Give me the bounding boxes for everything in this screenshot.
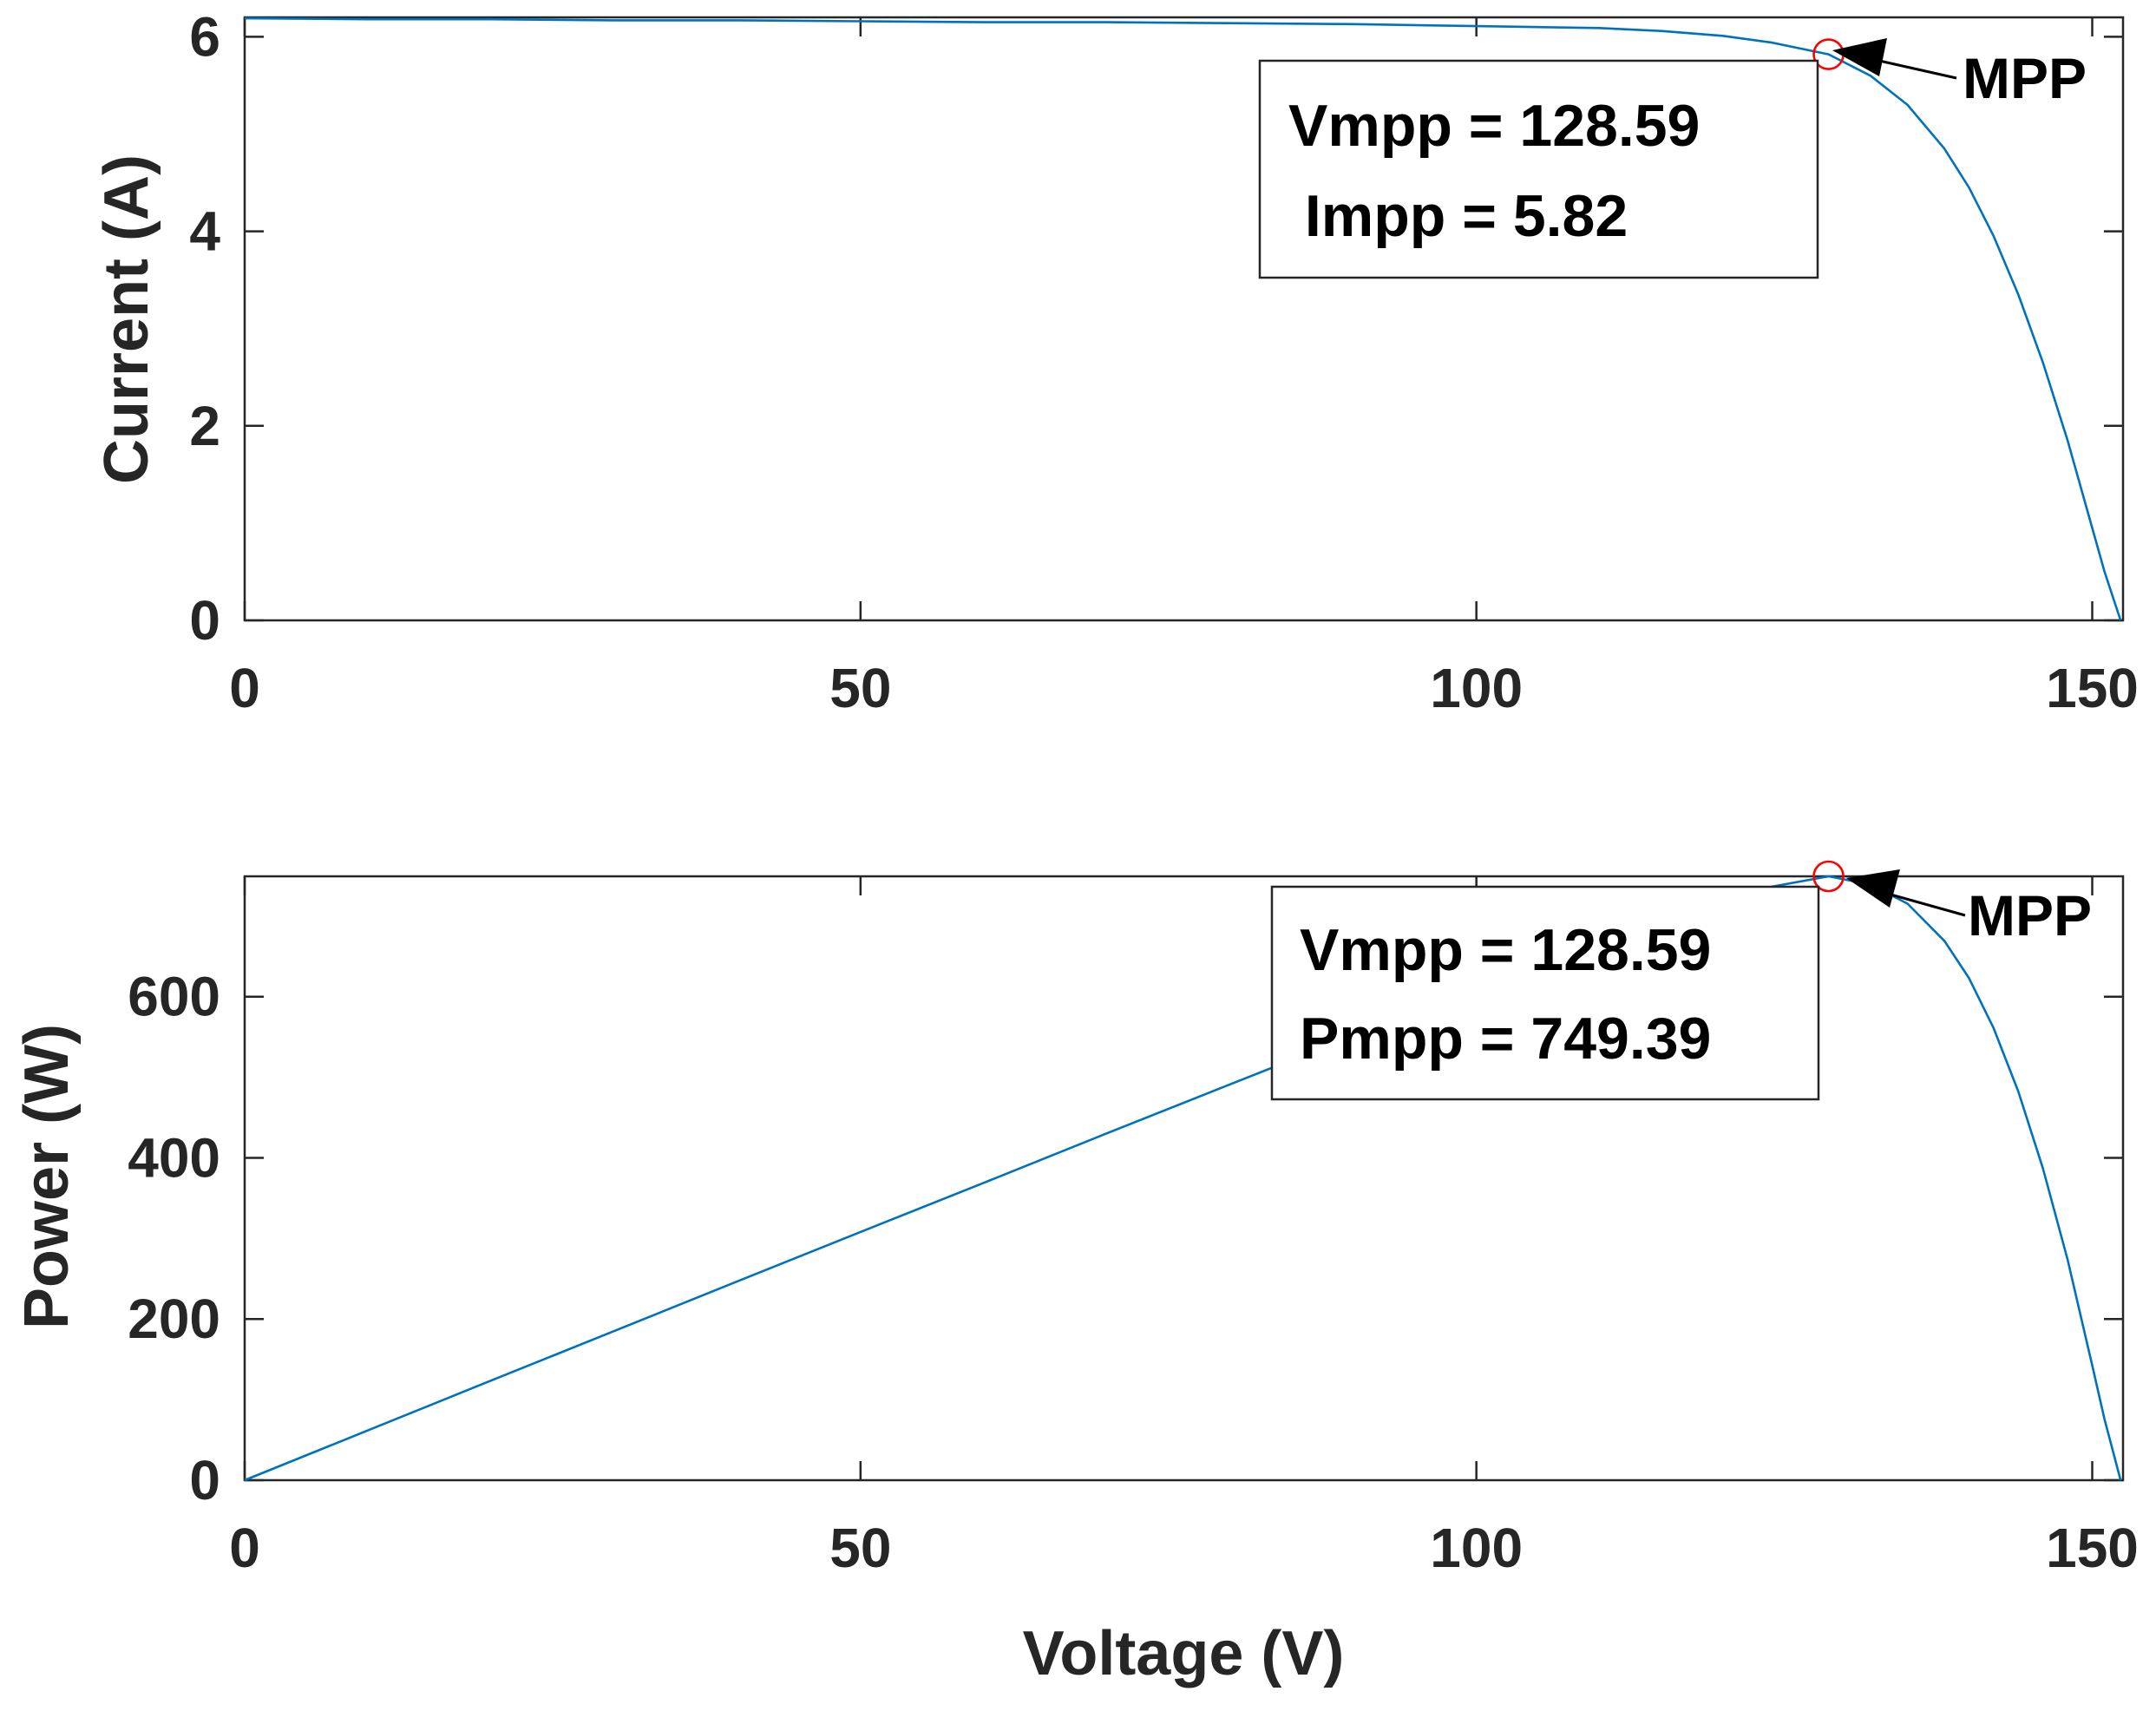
- mpp-markers: [1812, 860, 1845, 893]
- x-tick-label: 50: [829, 657, 891, 719]
- current-voltage-plot: 0 50 100 150 0 2 4 6 Current (A) Vmpp = 128.59…: [92, 5, 2139, 719]
- x-tick-labels: 0 50 100 150: [229, 1517, 2139, 1579]
- x-tick-label: 0: [229, 1517, 260, 1579]
- mpp-arrow-label: MPP: [1963, 46, 2087, 110]
- x-tick-label: 150: [2046, 1517, 2139, 1579]
- mpp-arrow: MPP: [1846, 869, 2092, 947]
- x-axis-title: Voltage (V): [1023, 1619, 1345, 1688]
- x-tick-label: 100: [1430, 657, 1523, 719]
- tick-marks: [243, 17, 2123, 622]
- annotation-box: Vmpp = 128.59 Impp = 5.82: [1258, 59, 1819, 279]
- power-voltage-plot: 0 50 100 150 0 200 400 600 Power (W) Voltage (…: [12, 860, 2139, 1688]
- annotation-line-impp: Impp = 5.82: [1288, 183, 1628, 249]
- y-axis-title: Power (W): [12, 1024, 82, 1329]
- mpp-arrow: MPP: [1832, 38, 2087, 110]
- y-tick-label: 0: [189, 1449, 220, 1511]
- y-tick-label: 0: [189, 589, 220, 652]
- y-tick-label: 6: [189, 5, 220, 68]
- series-lines: [244, 16, 2122, 621]
- annotation-box: Vmpp = 128.59 Pmpp = 749.39: [1270, 885, 1820, 1101]
- annotation-line-pmpp: Pmpp = 749.39: [1300, 1006, 1711, 1072]
- plot-area: [243, 16, 2125, 622]
- x-tick-label: 150: [2046, 657, 2139, 719]
- y-tick-label: 2: [189, 395, 220, 457]
- mpp-marker: [1812, 860, 1845, 893]
- y-tick-label: 600: [128, 966, 220, 1028]
- annotation-line-vmpp: Vmpp = 128.59: [1288, 93, 1700, 159]
- plot-area: [243, 875, 2125, 1482]
- annotation-line-vmpp: Vmpp = 128.59: [1300, 917, 1711, 983]
- mpp-arrow-label: MPP: [1968, 883, 2092, 947]
- y-tick-label: 200: [128, 1288, 220, 1350]
- y-tick-labels: 0 200 400 600: [128, 966, 220, 1511]
- y-axis-title: Current (A): [92, 154, 161, 484]
- x-tick-label: 50: [829, 1517, 891, 1579]
- series-line: [244, 16, 2122, 621]
- x-tick-label: 0: [229, 657, 260, 719]
- y-tick-label: 400: [128, 1126, 220, 1189]
- y-tick-labels: 0 2 4 6: [189, 5, 220, 652]
- y-tick-label: 4: [189, 200, 220, 263]
- x-tick-labels: 0 50 100 150: [229, 657, 2139, 719]
- x-tick-label: 100: [1430, 1517, 1523, 1579]
